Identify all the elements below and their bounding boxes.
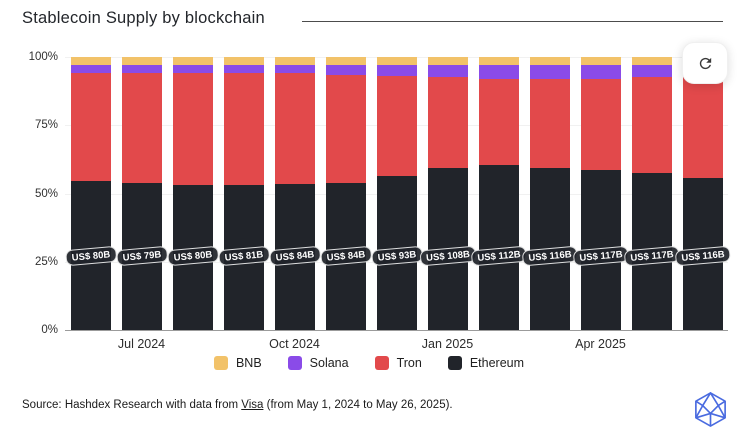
legend-label: BNB (235, 356, 262, 370)
bar-segment-tron (376, 76, 417, 176)
bar-stack-1: US$ 80B (64, 57, 117, 330)
y-tick-label: 100% (28, 51, 58, 63)
bar-segment-solana (580, 65, 621, 79)
bar-segment-tron (478, 78, 519, 165)
chart-plot-area: US$ 80B US$ 79B US$ 80B US$ 81B US$ 84B US$ 8… (64, 57, 731, 331)
bar-segment-solana (427, 65, 468, 78)
bars: US$ 80B US$ 79B US$ 80B US$ 81B US$ 84B US$ 8… (64, 57, 731, 330)
bar-segment-tron (427, 77, 468, 168)
y-tick-label: 0% (41, 324, 58, 336)
bar-segment-bnb (529, 57, 570, 66)
legend-item-tron[interactable]: Tron (374, 356, 422, 370)
bar-segment-bnb (325, 57, 366, 66)
x-tick-label: Jul 2024 (117, 337, 166, 351)
bar-segment-solana (70, 65, 111, 74)
x-tick-label: Apr 2025 (575, 337, 626, 351)
legend-swatch (447, 356, 462, 370)
bar-segment-bnb (580, 57, 621, 66)
bar-segment-tron (631, 77, 672, 174)
bar-segment-bnb (478, 57, 519, 66)
bar-segment-bnb (376, 57, 417, 66)
bar-stack-2: US$ 79B (115, 57, 168, 330)
bar-stack-3: US$ 80B (166, 57, 219, 330)
bar-segment-bnb (631, 57, 672, 66)
legend-label: Ethereum (469, 356, 525, 370)
bar-stack-11: US$ 117B (572, 57, 629, 330)
bar-stack-4: US$ 81B (217, 57, 270, 330)
legend-swatch (287, 356, 302, 370)
legend: BNB Solana Tron Ethereum (0, 356, 738, 370)
bar-segment-bnb (223, 57, 264, 66)
legend-swatch (213, 356, 228, 370)
bar-segment-solana (631, 65, 672, 78)
legend-item-bnb[interactable]: BNB (213, 356, 262, 370)
bar-segment-bnb (274, 57, 315, 66)
bar-segment-bnb (427, 57, 468, 66)
bar-segment-bnb (172, 57, 213, 66)
bar-segment-solana (478, 65, 519, 79)
bar-stack-8: US$ 108B (418, 57, 477, 330)
bar-segment-tron (223, 73, 264, 186)
bar-segment-tron (325, 74, 366, 183)
x-tick-label: Oct 2024 (269, 337, 320, 351)
bar-stack-5: US$ 84B (268, 57, 321, 330)
bar-segment-solana (223, 65, 264, 74)
bar-segment-solana (274, 65, 315, 74)
source-text: Source: Hashdex Research with data from … (22, 399, 453, 411)
bar-segment-solana (172, 65, 213, 74)
y-tick-label: 75% (34, 119, 58, 132)
y-tick-label: 50% (34, 187, 58, 200)
y-tick-label: 25% (34, 255, 58, 268)
legend-label: Solana (309, 356, 349, 370)
bar-segment-tron (529, 78, 570, 168)
bar-segment-solana (121, 65, 162, 74)
x-tick-label: Jan 2025 (421, 337, 474, 351)
y-axis-labels: 100% 75% 50% 25% 0% (0, 51, 58, 336)
legend-swatch (374, 356, 389, 370)
bar-segment-tron (580, 78, 621, 171)
bar-stack-13: US$ 116B (674, 57, 731, 330)
bar-segment-solana (376, 65, 417, 77)
bar-segment-tron (682, 76, 723, 179)
bar-segment-tron (121, 73, 162, 183)
bar-stack-9: US$ 112B (470, 57, 527, 330)
refresh-icon (699, 57, 711, 69)
title-divider (302, 21, 723, 22)
hashdex-gem-logo (695, 392, 726, 427)
bar-segment-tron (172, 73, 213, 186)
bar-stack-6: US$ 84B (319, 57, 372, 330)
bar-stack-12: US$ 117B (623, 57, 680, 330)
bar-segment-solana (529, 65, 570, 79)
source-suffix: (from May 1, 2024 to May 26, 2025). (263, 399, 453, 411)
bar-segment-solana (325, 65, 366, 75)
bar-stack-7: US$ 93B (370, 57, 423, 330)
bar-segment-bnb (70, 57, 111, 66)
bar-stack-10: US$ 116B (521, 57, 578, 330)
bar-segment-bnb (121, 57, 162, 66)
x-axis-labels: Jul 2024 Oct 2024 Jan 2025 Apr 2025 (65, 337, 728, 353)
source-prefix: Source: Hashdex Research with data from (22, 399, 242, 411)
bar-segment-tron (70, 73, 111, 182)
legend-item-solana[interactable]: Solana (287, 356, 349, 370)
refresh-button[interactable] (682, 42, 728, 84)
legend-label: Tron (396, 356, 422, 370)
visa-link[interactable]: Visa (241, 399, 264, 411)
legend-item-ethereum[interactable]: Ethereum (447, 356, 525, 370)
page-title: Stablecoin Supply by blockchain (22, 9, 265, 27)
x-axis-line (65, 330, 728, 331)
bar-segment-tron (274, 73, 315, 184)
